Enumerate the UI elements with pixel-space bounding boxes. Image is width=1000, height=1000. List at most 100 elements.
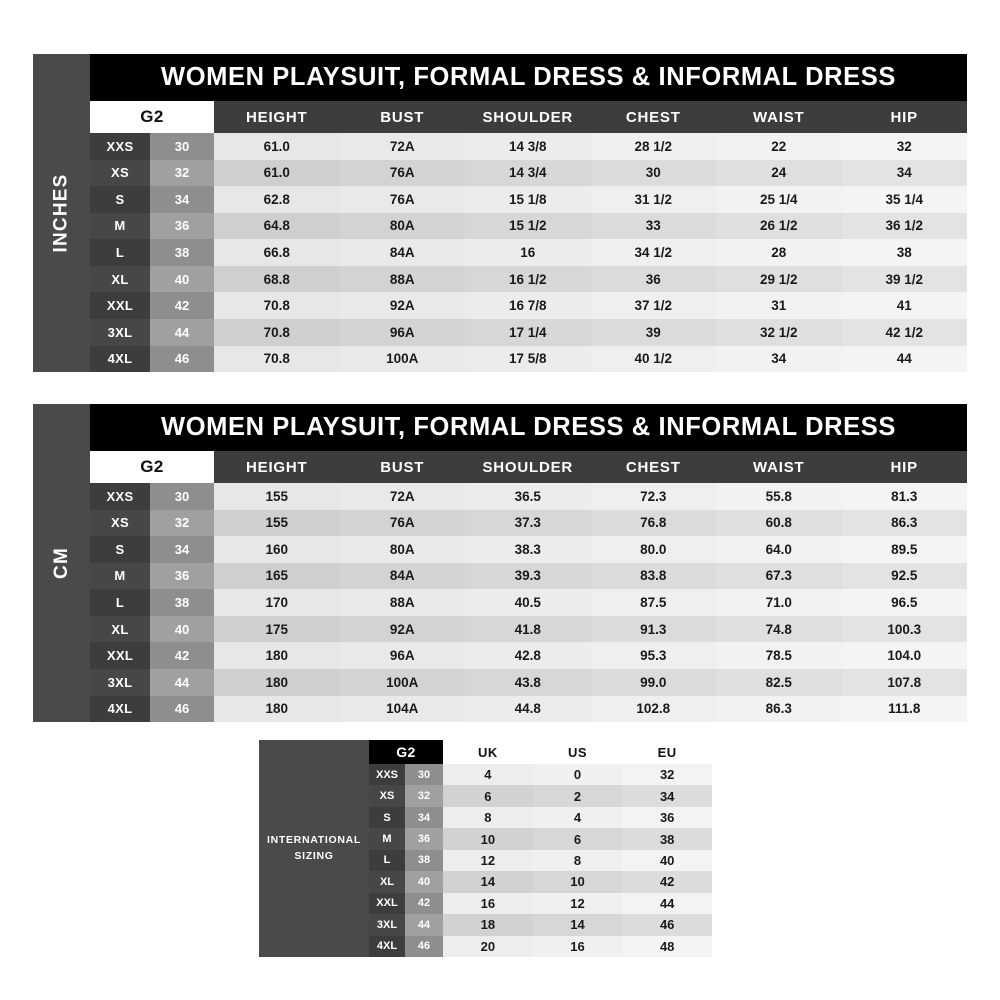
international-size-cell: 14 (443, 871, 533, 893)
measurement-cell: 86.3 (716, 695, 842, 723)
international-table-row: XL 40 14 10 42 (369, 871, 713, 893)
measurement-cell: 35 1/4 (841, 186, 967, 213)
international-size-cell: 42 (622, 871, 713, 893)
g2-value: 46 (405, 935, 443, 957)
measurement-cell: 88A (339, 265, 465, 293)
size-label: 4XL (369, 935, 405, 957)
size-label: XXL (90, 292, 150, 319)
unit-rail-cm: CM (33, 404, 90, 722)
table-header-row: G2 HEIGHT BUST SHOULDER CHEST WAIST HIP (90, 451, 967, 483)
g2-value: 32 (150, 159, 214, 187)
measurement-cell: 39 (590, 318, 716, 346)
measurement-cell: 111.8 (841, 695, 967, 723)
size-label: XL (90, 265, 150, 293)
measurement-cell: 62.8 (214, 186, 340, 213)
measurement-cell: 76A (339, 159, 465, 187)
international-size-cell: 38 (622, 828, 713, 850)
inches-size-table: INCHES WOMEN PLAYSUIT, FORMAL DRESS & IN… (33, 54, 967, 373)
measurement-cell: 36 1/2 (841, 212, 967, 240)
measurement-cell: 80A (339, 212, 465, 240)
g2-value: 36 (150, 212, 214, 240)
table-row: XXS 30 155 72A 36.5 72.3 55.8 81.3 (90, 483, 967, 510)
g2-value: 38 (150, 239, 214, 266)
measurement-cell: 32 (841, 133, 967, 160)
measurement-cell: 82.5 (716, 668, 842, 696)
measurement-cell: 84A (339, 239, 465, 266)
size-label: M (90, 562, 150, 590)
international-header-row: G2 UK US EU (369, 740, 713, 764)
measurement-cell: 14 3/4 (465, 159, 591, 187)
unit-label-cm: CM (50, 547, 72, 579)
size-label: S (369, 806, 405, 829)
table-row: XL 40 68.8 88A 16 1/2 36 29 1/2 39 1/2 (90, 265, 967, 293)
g2-value: 46 (150, 345, 214, 373)
table-row: M 36 165 84A 39.3 83.8 67.3 92.5 (90, 562, 967, 590)
header-cell-height: HEIGHT (214, 101, 340, 133)
measurement-cell: 70.8 (214, 292, 340, 319)
international-sizing-label: INTERNATIONAL SIZING (259, 740, 369, 957)
measurement-cell: 96A (339, 642, 465, 669)
measurement-cell: 31 (716, 292, 842, 319)
table-row: XXL 42 180 96A 42.8 95.3 78.5 104.0 (90, 642, 967, 669)
g2-value: 34 (405, 806, 443, 829)
measurement-cell: 26 1/2 (716, 212, 842, 240)
measurement-cell: 68.8 (214, 265, 340, 293)
measurement-cell: 76A (339, 509, 465, 537)
measurement-cell: 165 (214, 562, 340, 590)
international-size-cell: 18 (443, 914, 533, 936)
international-sizing-table: INTERNATIONAL SIZING G2 UK US EU XXS 30 4 0 32 XS… (259, 740, 713, 957)
g2-value: 38 (405, 849, 443, 872)
g2-value: 44 (150, 668, 214, 696)
international-size-cell: 44 (622, 892, 713, 915)
table-row: XL 40 175 92A 41.8 91.3 74.8 100.3 (90, 615, 967, 643)
measurement-cell: 16 (465, 239, 591, 266)
measurement-cell: 67.3 (716, 562, 842, 590)
inches-table-body: WOMEN PLAYSUIT, FORMAL DRESS & INFORMAL … (90, 54, 967, 373)
measurement-cell: 55.8 (716, 483, 842, 510)
measurement-cell: 72.3 (590, 483, 716, 510)
size-label: XXL (369, 892, 405, 915)
measurement-cell: 80A (339, 536, 465, 563)
measurement-cell: 29 1/2 (716, 265, 842, 293)
g2-value: 32 (405, 785, 443, 807)
measurement-cell: 102.8 (590, 695, 716, 723)
table-row: XXS 30 61.0 72A 14 3/8 28 1/2 22 32 (90, 133, 967, 160)
measurement-cell: 80.0 (590, 536, 716, 563)
measurement-cell: 34 (716, 345, 842, 373)
measurement-cell: 92A (339, 292, 465, 319)
table-row: 4XL 46 70.8 100A 17 5/8 40 1/2 34 44 (90, 345, 967, 373)
measurement-cell: 87.5 (590, 589, 716, 616)
measurement-cell: 61.0 (214, 159, 340, 187)
measurement-cell: 72A (339, 133, 465, 160)
size-label: 3XL (90, 318, 150, 346)
international-size-cell: 4 (532, 806, 623, 829)
g2-value: 42 (150, 642, 214, 669)
size-label: XXS (369, 764, 405, 786)
size-label: S (90, 186, 150, 213)
measurement-cell: 41 (841, 292, 967, 319)
unit-label-inches: INCHES (50, 173, 72, 253)
international-table-row: S 34 8 4 36 (369, 806, 713, 829)
international-size-cell: 2 (532, 785, 623, 807)
g2-value: 34 (150, 536, 214, 563)
inches-table-grid: G2 HEIGHT BUST SHOULDER CHEST WAIST HIP XXS 30 61… (90, 101, 967, 373)
header-cell-us: US (532, 740, 623, 764)
header-cell-g2: G2 (90, 451, 214, 483)
measurement-cell: 104.0 (841, 642, 967, 669)
size-label: XS (90, 159, 150, 187)
measurement-cell: 64.0 (716, 536, 842, 563)
measurement-cell: 42 1/2 (841, 318, 967, 346)
measurement-cell: 43.8 (465, 668, 591, 696)
table-row: L 38 170 88A 40.5 87.5 71.0 96.5 (90, 589, 967, 616)
measurement-cell: 155 (214, 509, 340, 537)
international-size-cell: 14 (532, 914, 623, 936)
measurement-cell: 64.8 (214, 212, 340, 240)
measurement-cell: 99.0 (590, 668, 716, 696)
g2-value: 36 (150, 562, 214, 590)
measurement-cell: 15 1/2 (465, 212, 591, 240)
header-cell-hip: HIP (841, 101, 967, 133)
measurement-cell: 44.8 (465, 695, 591, 723)
measurement-cell: 100.3 (841, 615, 967, 643)
measurement-cell: 81.3 (841, 483, 967, 510)
